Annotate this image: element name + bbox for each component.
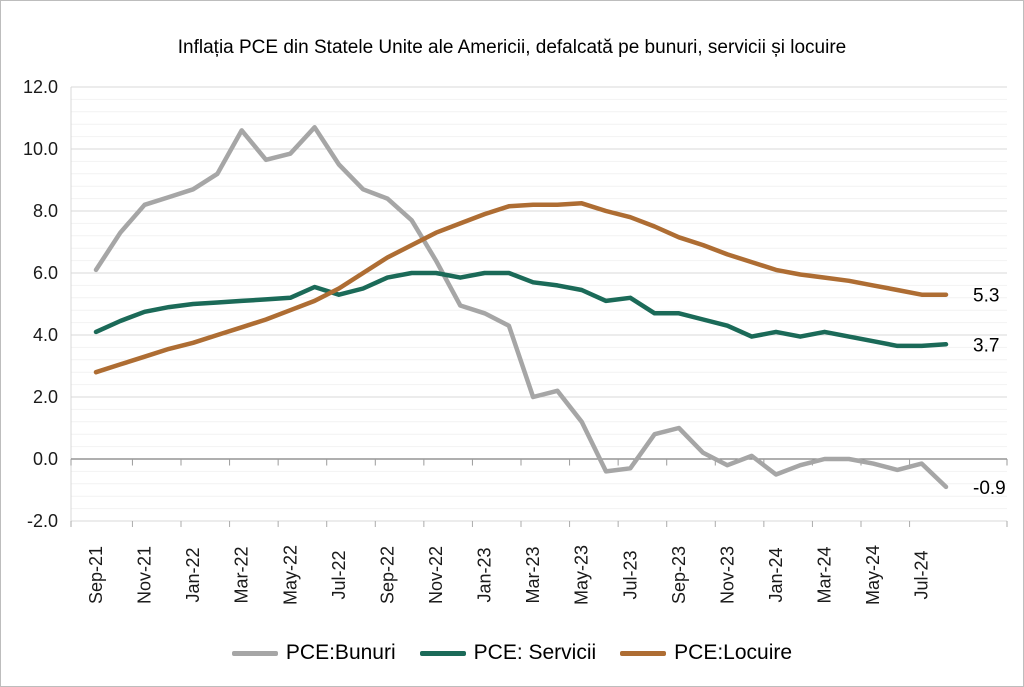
series-end-label: 5.3 <box>973 286 999 307</box>
x-tick-label: Mar-23 <box>523 546 543 603</box>
y-tick-label: 0.0 <box>33 449 58 469</box>
series-line-pce-locuire <box>93 201 949 375</box>
legend-label-servicii: PCE: Servicii <box>473 641 597 664</box>
y-tick-label: -2.0 <box>27 511 58 531</box>
x-tick-label: May-22 <box>280 545 300 605</box>
legend-item-bunuri: PCE:Bunuri <box>231 641 396 665</box>
y-tick-label: 8.0 <box>33 201 58 221</box>
y-tick-label: 6.0 <box>33 263 58 283</box>
x-tick-label: Sep-21 <box>86 546 106 604</box>
x-tick-label: Mar-22 <box>232 546 252 603</box>
x-tick-label: May-24 <box>863 545 883 605</box>
x-tick-label: Jul-22 <box>329 550 349 599</box>
series-end-label: -0.9 <box>973 478 1006 499</box>
chart-title: Inflația PCE din Statele Unite ale Ameri… <box>177 37 847 58</box>
x-tick-label: Mar-24 <box>815 546 835 603</box>
legend-item-locuire: PCE:Locuire <box>620 641 792 665</box>
servicii-line-swatch-icon <box>419 650 466 656</box>
x-tick-label: Nov-22 <box>426 546 446 604</box>
x-tick-label: Nov-21 <box>135 546 155 604</box>
legend-label-locuire: PCE:Locuire <box>674 641 793 664</box>
legend-item-servicii: PCE: Servicii <box>419 641 597 665</box>
bunuri-line-swatch-icon <box>231 650 278 656</box>
y-tick-label: 12.0 <box>23 77 58 97</box>
x-tick-label: May-23 <box>572 545 592 605</box>
chart-legend: PCE:Bunuri PCE: Servicii PCE:Locuire <box>1 641 1023 665</box>
x-tick-label: Sep-22 <box>377 546 397 604</box>
x-tick-label: Jan-22 <box>183 547 203 602</box>
series-line-pce-servicii <box>93 270 949 349</box>
y-axis-labels: 12.0 10.0 8.0 6.0 4.0 2.0 0.0 -2.0 <box>23 77 58 531</box>
x-tick-label: Jul-23 <box>620 550 640 599</box>
series-end-labels: -0.9 3.7 5.3 <box>973 286 1006 499</box>
x-axis-labels: Sep-21 Nov-21 Jan-22 Mar-22 May-22 Jul-22 Sep-… <box>86 545 932 605</box>
y-tick-label: 2.0 <box>33 387 58 407</box>
minor-gridlines <box>71 98 1007 510</box>
x-tick-label: Jul-24 <box>912 550 932 599</box>
x-tick-label: Sep-23 <box>669 546 689 604</box>
y-tick-label: 4.0 <box>33 325 58 345</box>
y-tick-label: 10.0 <box>23 139 58 159</box>
locuire-line-swatch-icon <box>620 650 667 656</box>
series-end-label: 3.7 <box>973 335 999 356</box>
series-line-pce-bunuri <box>93 125 949 490</box>
x-tick-label: Nov-23 <box>717 546 737 604</box>
x-axis-tick-marks <box>70 459 1008 527</box>
legend-label-bunuri: PCE:Bunuri <box>285 641 396 664</box>
x-tick-label: Jan-24 <box>766 547 786 602</box>
x-tick-label: Jan-23 <box>475 547 495 602</box>
